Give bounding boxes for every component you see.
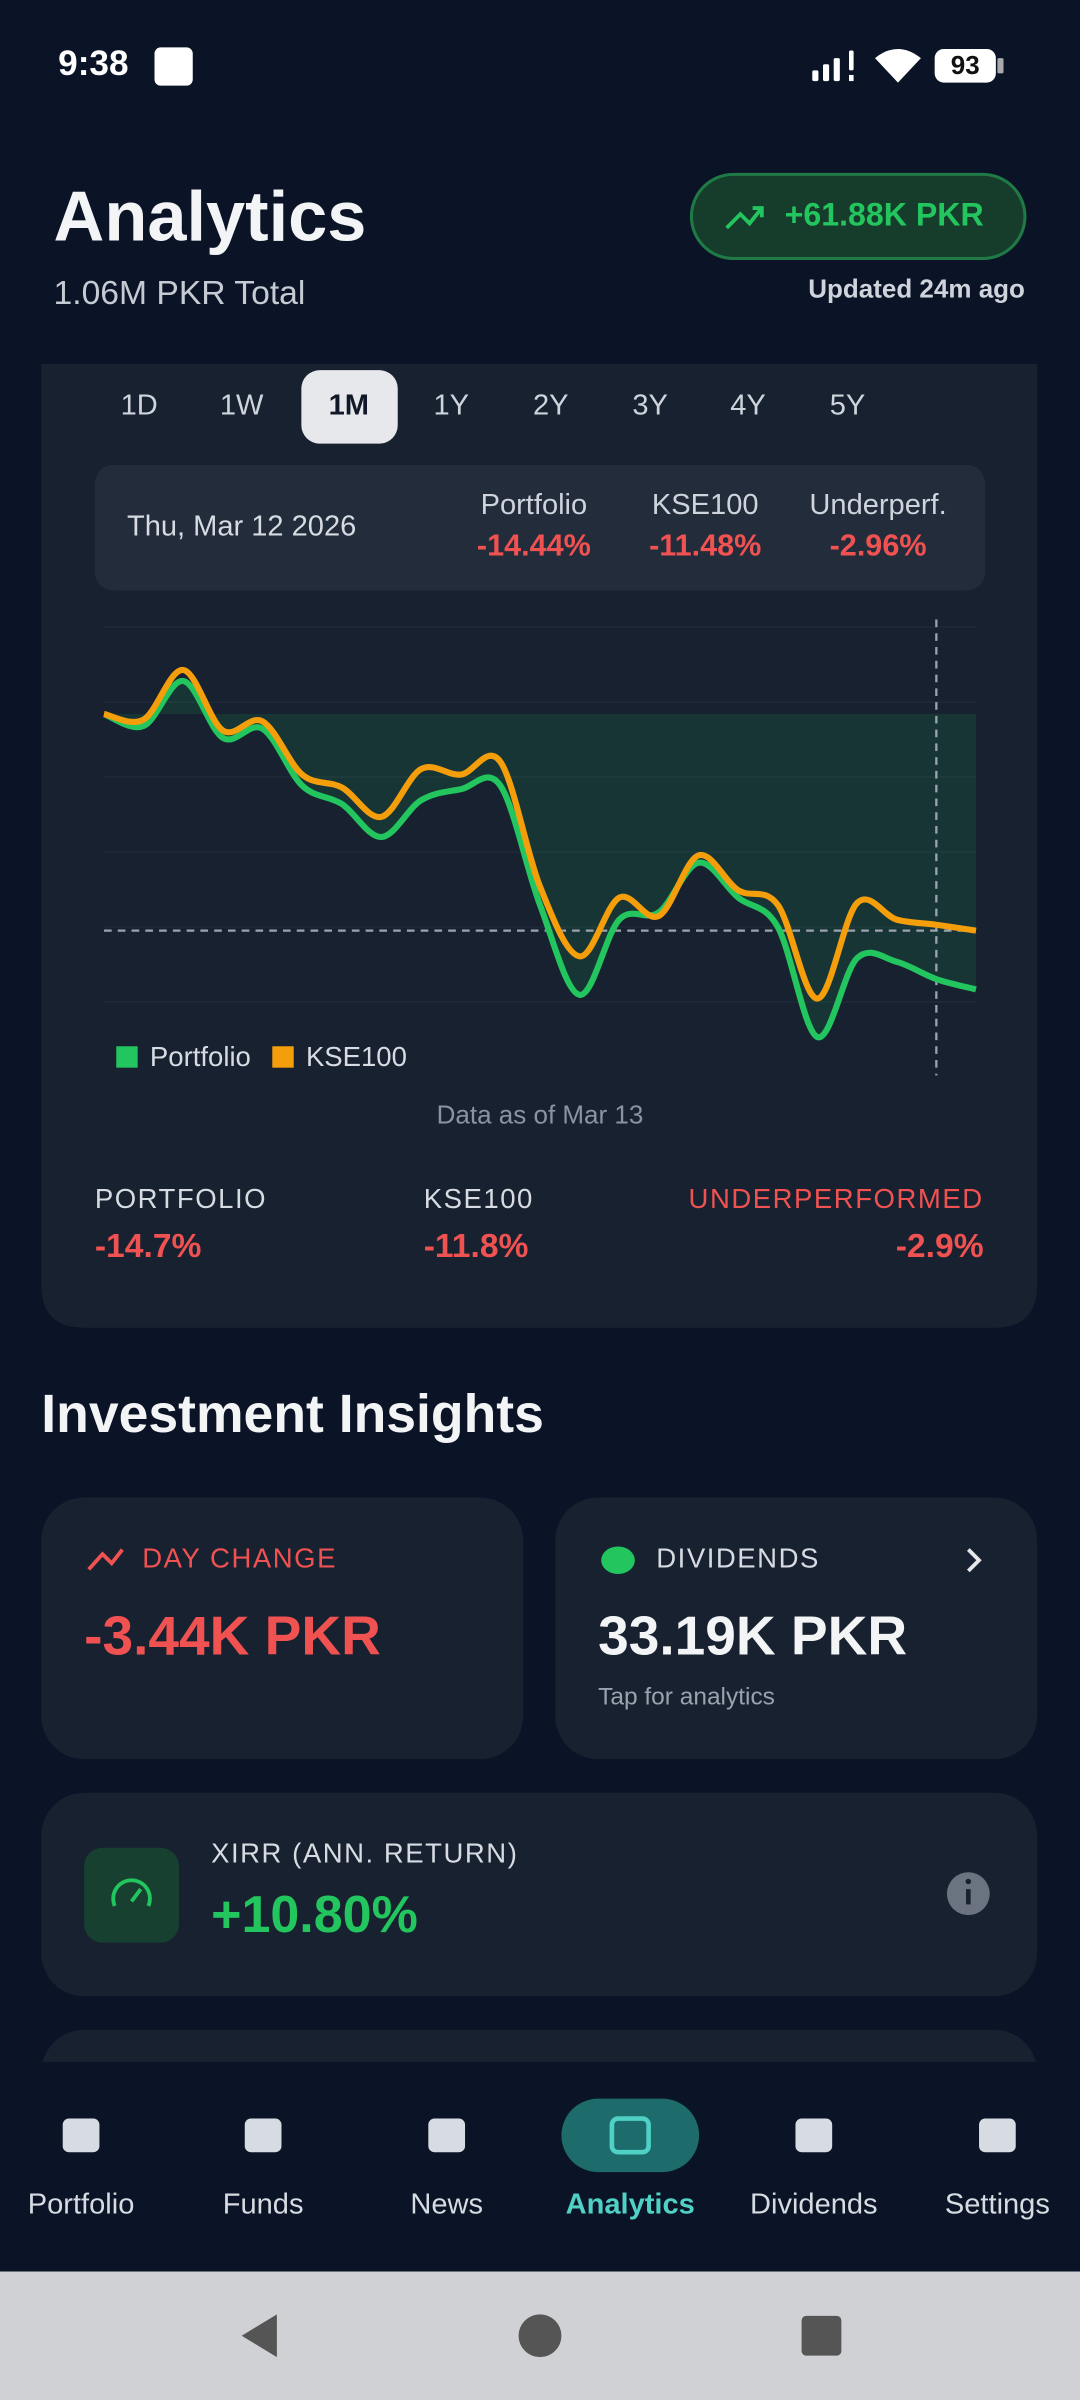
- dividends-card[interactable]: [555, 1497, 1038, 1760]
- section-title: Investment Insights: [41, 1385, 544, 1444]
- tooltip-label: KSE100: [652, 489, 759, 521]
- summary-label: PORTFOLIO: [95, 1183, 267, 1214]
- nav-label[interactable]: Portfolio: [28, 2188, 135, 2220]
- summary-value: -14.7%: [95, 1228, 202, 1265]
- day-change-value: -3.44K PKR: [84, 1604, 381, 1666]
- legend-swatch: [116, 1046, 138, 1068]
- xirr-label: XIRR (ANN. RETURN): [211, 1838, 518, 1869]
- clock: 9:38: [58, 44, 128, 83]
- summary-label: KSE100: [424, 1183, 534, 1214]
- wifi-icon: [875, 48, 921, 83]
- piggy-icon: [601, 1546, 635, 1574]
- nav-label[interactable]: Funds: [223, 2188, 304, 2220]
- info-glyph: [966, 1889, 971, 1905]
- summary-value: -11.8%: [424, 1228, 529, 1265]
- battery-level: 93: [951, 50, 980, 80]
- range-tab[interactable]: 5Y: [830, 390, 866, 422]
- nav-icon: [795, 2118, 833, 2153]
- dividends-value: 33.19K PKR: [598, 1604, 907, 1666]
- gauge-icon: [111, 1878, 152, 1907]
- tooltip-value: -14.44%: [477, 529, 591, 563]
- summary-value: -2.9%: [896, 1228, 984, 1265]
- nav-icon: [62, 2118, 100, 2153]
- range-tab[interactable]: 3Y: [632, 390, 668, 422]
- tooltip-value: -11.48%: [649, 529, 761, 563]
- range-tab[interactable]: 4Y: [730, 390, 766, 422]
- back-button[interactable]: [241, 2314, 277, 2358]
- legend-label: KSE100: [306, 1041, 407, 1072]
- page-title: Analytics: [54, 176, 367, 255]
- xirr-value: +10.80%: [211, 1886, 418, 1944]
- nav-icon: [428, 2118, 466, 2153]
- chart-note: Data as of Mar 13: [437, 1100, 644, 1130]
- series-line: [102, 677, 977, 1041]
- summary-label: UNDERPERFORMED: [689, 1183, 984, 1214]
- tooltip-date: Thu, Mar 12 2026: [127, 510, 356, 542]
- chevron: [966, 1548, 982, 1573]
- xirr-icon-bg: [84, 1847, 179, 1943]
- day-change-label: DAY CHANGE: [142, 1542, 337, 1573]
- summary: PORTFOLIO -14.7% KSE100 -11.8% UNDERPERFORME…: [95, 1183, 984, 1265]
- chart-card: [41, 364, 1038, 1328]
- home-button[interactable]: [518, 2314, 562, 2358]
- day-change-card: [41, 1497, 524, 1760]
- trend-icon: [725, 206, 764, 230]
- tooltip-items: Portfolio -14.44% KSE100 -11.48% Underperf. -…: [477, 489, 947, 563]
- xirr-card: [41, 1792, 1038, 1997]
- series-line: [103, 666, 977, 1002]
- legend-swatch: [272, 1046, 294, 1068]
- signal-icon: [812, 50, 854, 82]
- nav-label[interactable]: Dividends: [750, 2188, 878, 2220]
- area-fill: [104, 680, 976, 1038]
- range-tab-selected[interactable]: [301, 370, 398, 444]
- tooltip-label: Portfolio: [481, 489, 588, 521]
- battery-tip: [997, 58, 1004, 74]
- gain-value: +61.88K PKR: [785, 197, 984, 233]
- notification-icon: [154, 47, 193, 86]
- tooltip-box: [94, 465, 986, 591]
- total-value: 1.06M PKR Total: [54, 275, 306, 312]
- nav-items: Portfolio Funds News Analytics Dividends Sett…: [28, 2098, 1050, 2220]
- battery-icon: [934, 48, 996, 83]
- day-change-icon: [87, 1548, 124, 1571]
- legend-label: Portfolio: [150, 1041, 251, 1072]
- gain-badge[interactable]: [689, 172, 1027, 261]
- tooltip-value: -2.96%: [830, 529, 927, 563]
- nav-icon: [979, 2118, 1016, 2153]
- dividends-label: DIVIDENDS: [656, 1542, 820, 1573]
- recents-button[interactable]: [801, 2315, 842, 2356]
- range-tab[interactable]: 1D: [121, 390, 158, 422]
- range-tab[interactable]: 1M: [329, 390, 369, 422]
- range-tabs: 1D 1W 1M 1Y 2Y 3Y 4Y 5Y: [121, 370, 866, 444]
- bottom-nav: [0, 2061, 1080, 2272]
- nav-label[interactable]: News: [410, 2188, 483, 2220]
- dividends-hint: Tap for analytics: [598, 1683, 775, 1710]
- range-tab[interactable]: 1Y: [434, 390, 470, 422]
- nav-label[interactable]: Settings: [945, 2188, 1050, 2220]
- tooltip-label: Underperf.: [809, 489, 946, 521]
- range-tab[interactable]: 2Y: [533, 390, 569, 422]
- chart: Portfolio KSE100: [102, 619, 977, 1076]
- nav-icon: [609, 2116, 651, 2155]
- info-dot: [965, 1878, 972, 1885]
- updated-time: Updated 24m ago: [808, 274, 1025, 304]
- nav-label[interactable]: Analytics: [566, 2188, 695, 2220]
- nav-active-pill[interactable]: [561, 2098, 700, 2173]
- range-tab[interactable]: 1W: [220, 390, 264, 422]
- nav-icon: [244, 2118, 282, 2153]
